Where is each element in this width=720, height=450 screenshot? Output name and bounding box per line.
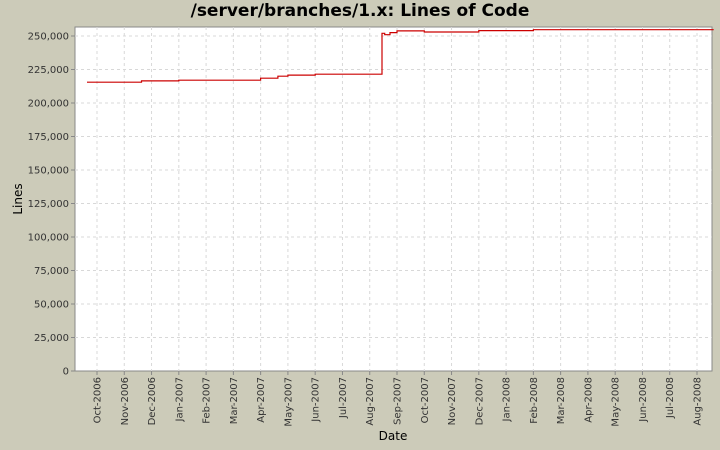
y-tick-label: 150,000 (28, 166, 69, 177)
y-axis-label: Lines (11, 183, 25, 214)
y-tick-label: 100,000 (28, 233, 69, 244)
x-tick-label: Jul-2007 (338, 377, 349, 419)
x-axis-label: Date (379, 429, 408, 443)
y-tick-label: 250,000 (28, 32, 69, 43)
x-tick-label: Jun-2007 (311, 377, 322, 423)
x-tick-label: Aug-2007 (365, 377, 376, 426)
y-tick-label: 50,000 (34, 300, 69, 311)
x-tick-label: Dec-2007 (474, 377, 485, 425)
x-tick-label: Apr-2008 (583, 377, 594, 423)
x-tick-label: Aug-2008 (693, 377, 704, 426)
y-tick-label: 125,000 (28, 199, 69, 210)
x-tick-label: Oct-2007 (420, 377, 431, 423)
x-tick-label: Jul-2008 (665, 377, 676, 419)
x-tick-label: Sep-2007 (393, 377, 404, 425)
x-tick-label: Mar-2008 (556, 377, 567, 424)
x-tick-label: May-2007 (283, 377, 294, 427)
chart-title: /server/branches/1.x: Lines of Code (190, 1, 530, 21)
x-tick-label: Dec-2006 (147, 377, 158, 425)
y-tick-label: 25,000 (34, 333, 69, 344)
y-tick-label: 225,000 (28, 65, 69, 76)
x-tick-label: Feb-2007 (202, 377, 213, 424)
gridlines (75, 27, 712, 371)
x-tick-label: May-2008 (611, 377, 622, 427)
x-tick-label: Nov-2006 (120, 377, 131, 425)
lines-of-code-series (87, 29, 714, 83)
x-tick-label: Mar-2007 (229, 377, 240, 424)
x-axis: Oct-2006 Nov-2006 Dec-2006 Jan-2007 Feb-2007… (93, 371, 704, 427)
x-tick-label: Apr-2007 (256, 377, 267, 423)
plot-area (74, 26, 713, 372)
x-tick-label: Oct-2006 (93, 377, 104, 423)
y-tick-label: 0 (63, 367, 69, 378)
y-axis: 0 25,000 50,000 75,000 100,000 125,000 150,000… (28, 32, 75, 378)
x-tick-label: Jun-2008 (638, 377, 649, 423)
x-tick-label: Feb-2008 (529, 377, 540, 424)
x-tick-label: Nov-2007 (447, 377, 458, 425)
x-tick-label: Jan-2007 (174, 377, 185, 422)
y-tick-label: 200,000 (28, 99, 69, 110)
y-tick-label: 75,000 (34, 266, 69, 277)
y-tick-label: 175,000 (28, 132, 69, 143)
x-tick-label: Jan-2008 (502, 377, 513, 422)
